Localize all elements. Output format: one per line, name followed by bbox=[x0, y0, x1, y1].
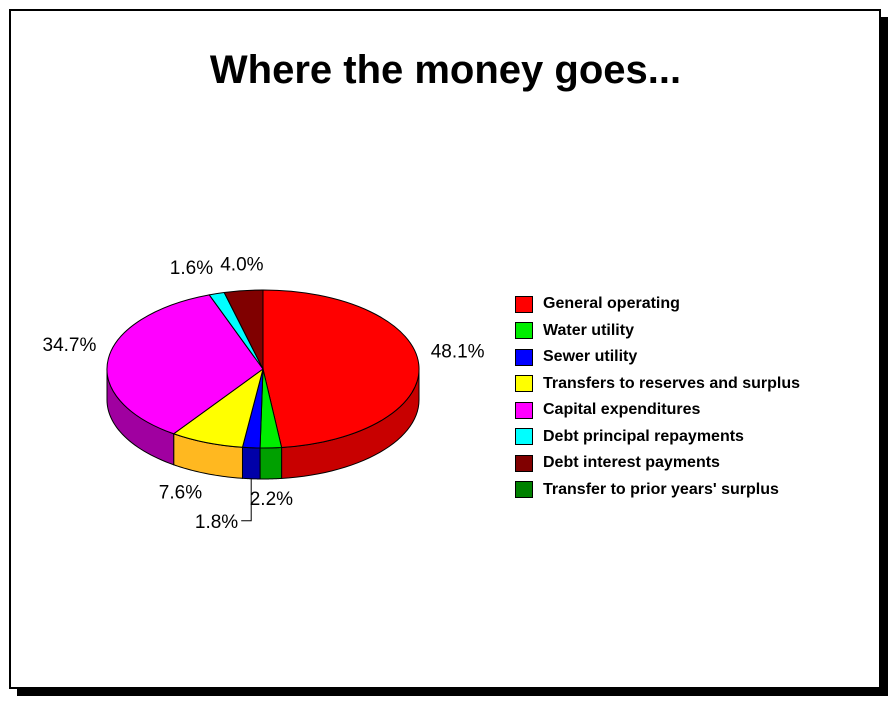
pct-label-debt-interest-payments: 4.0% bbox=[220, 255, 263, 276]
pct-label-transfers-to-reserves-and-surplus: 7.6% bbox=[159, 483, 202, 504]
legend-swatch bbox=[515, 348, 533, 366]
legend-label: Capital expenditures bbox=[543, 401, 701, 419]
pie-side-water-utility bbox=[259, 446, 283, 480]
frame-shadow-bottom bbox=[17, 689, 888, 696]
legend-item-transfer-to-prior-years-surplus: Transfer to prior years' surplus bbox=[515, 477, 800, 504]
pie-slice-capital-expenditures bbox=[106, 294, 264, 435]
legend-item-debt-interest-payments: Debt interest payments bbox=[515, 450, 800, 477]
legend-swatch bbox=[515, 401, 533, 419]
pct-label-capital-expenditures: 34.7% bbox=[43, 335, 97, 356]
pct-label-general-operating: 48.1% bbox=[431, 342, 485, 363]
legend-item-general-operating: General operating bbox=[515, 291, 800, 318]
legend-label: Transfer to prior years' surplus bbox=[543, 480, 779, 498]
legend-swatch bbox=[515, 454, 533, 472]
legend-item-transfers-to-reserves-and-surplus: Transfers to reserves and surplus bbox=[515, 371, 800, 398]
legend-swatch bbox=[515, 375, 533, 393]
legend-swatch bbox=[515, 428, 533, 446]
pct-label-sewer-utility: 1.8% bbox=[195, 512, 238, 533]
legend-item-capital-expenditures: Capital expenditures bbox=[515, 397, 800, 424]
pie-slice-debt-interest-payments bbox=[223, 289, 264, 370]
pct-label-water-utility: 2.2% bbox=[250, 489, 293, 510]
legend-label: Sewer utility bbox=[543, 348, 638, 366]
chart-legend: General operating Water utility Sewer util… bbox=[515, 291, 800, 503]
legend-item-water-utility: Water utility bbox=[515, 318, 800, 345]
legend-swatch bbox=[515, 481, 533, 499]
pie-slice-general-operating bbox=[262, 289, 420, 448]
legend-swatch bbox=[515, 295, 533, 313]
legend-label: General operating bbox=[543, 295, 680, 313]
pct-label-debt-principal-repayments: 1.6% bbox=[170, 258, 213, 279]
frame-shadow-right bbox=[881, 17, 888, 696]
legend-label: Debt principal repayments bbox=[543, 427, 744, 445]
legend-label: Transfers to reserves and surplus bbox=[543, 374, 800, 392]
chart-title: Where the money goes... bbox=[209, 48, 682, 92]
legend-label: Water utility bbox=[543, 321, 634, 339]
pie-side-sewer-utility bbox=[241, 446, 261, 480]
legend-label: Debt interest payments bbox=[543, 454, 720, 472]
legend-swatch bbox=[515, 322, 533, 340]
legend-item-debt-principal-repayments: Debt principal repayments bbox=[515, 424, 800, 451]
leader-line-sewer-utility bbox=[241, 478, 252, 522]
legend-item-sewer-utility: Sewer utility bbox=[515, 344, 800, 371]
